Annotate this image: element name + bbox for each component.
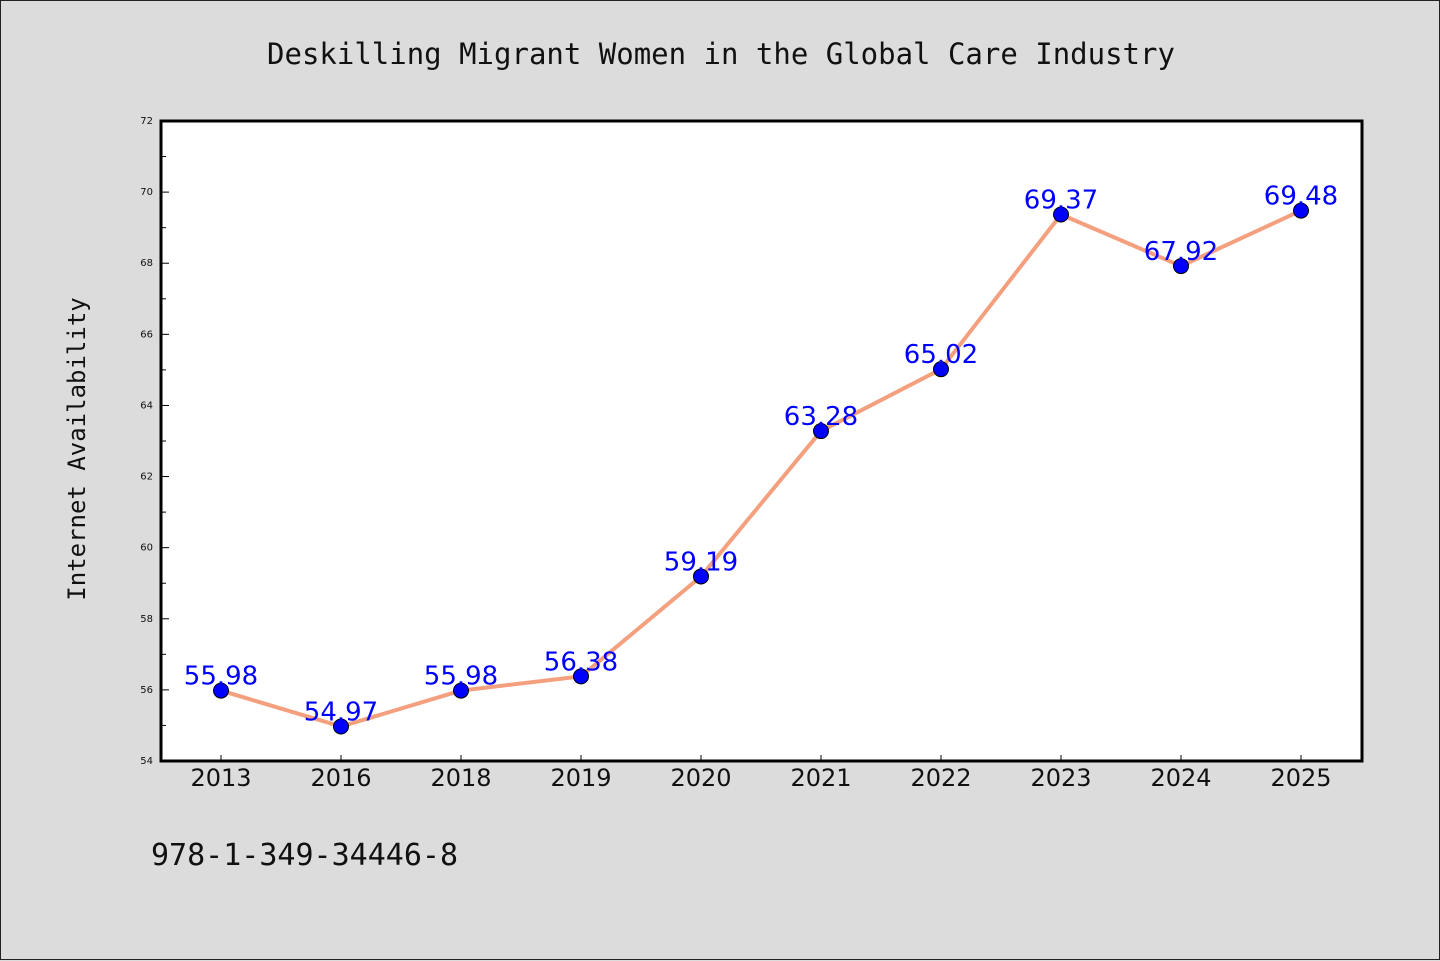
- x-tick-label: 2013: [190, 764, 251, 792]
- chart-title: Deskilling Migrant Women in the Global C…: [267, 37, 1175, 71]
- series-line-segment: [339, 688, 463, 729]
- data-label: 59.19: [664, 547, 738, 577]
- y-axis-label: Internet Availability: [63, 297, 91, 600]
- series-line-segment: [699, 429, 823, 579]
- isbn-footer: 978-1-349-34446-8: [151, 838, 458, 873]
- data-point-marker: [1053, 206, 1069, 223]
- data-point-marker: [1173, 258, 1189, 275]
- series-line-segment: [1179, 208, 1303, 269]
- x-tick-label: 2021: [790, 764, 851, 792]
- y-tick-label: 58: [140, 614, 153, 625]
- plot-area: [159, 119, 1364, 763]
- data-label: 67.92: [1144, 237, 1218, 267]
- series-line-segment: [219, 688, 343, 729]
- data-label: 65.02: [904, 340, 978, 370]
- series-line-segment: [819, 367, 943, 434]
- markers-group: [213, 202, 1309, 735]
- data-point-marker: [453, 682, 469, 699]
- x-tick-label: 2025: [1270, 764, 1331, 792]
- series-line-segment: [459, 674, 583, 693]
- data-point-marker: [693, 568, 709, 585]
- data-point-marker: [933, 361, 949, 378]
- data-point-marker: [813, 423, 829, 440]
- data-label: 54.97: [304, 698, 378, 728]
- series-line-group: [219, 208, 1303, 729]
- data-label: 55.98: [424, 662, 498, 692]
- x-tick-label: 2019: [550, 764, 611, 792]
- x-axis: 2013 2016 2018 2019 2020 2021 2022 2023 2024 2025: [190, 755, 1332, 792]
- series-line-segment: [1059, 212, 1183, 269]
- y-tick-label: 56: [140, 685, 153, 696]
- data-point-marker: [333, 718, 349, 735]
- y-tick-label: 70: [140, 187, 153, 198]
- x-tick-label: 2022: [910, 764, 971, 792]
- data-label: 69.37: [1024, 186, 1098, 216]
- y-tick-label: 60: [140, 543, 153, 554]
- y-tick-label: 72: [140, 116, 153, 127]
- data-point-marker: [1293, 202, 1309, 219]
- series-line-segment: [579, 574, 703, 679]
- x-tick-label: 2016: [310, 764, 371, 792]
- x-tick-label: 2018: [430, 764, 491, 792]
- y-tick-label: 66: [140, 329, 153, 340]
- data-label: 55.98: [184, 662, 258, 692]
- y-tick-label: 64: [140, 400, 153, 411]
- data-point-marker: [573, 668, 589, 685]
- x-tick-label: 2020: [670, 764, 731, 792]
- y-tick-label: 54: [140, 756, 153, 767]
- x-tick-label: 2023: [1030, 764, 1091, 792]
- y-tick-label: 68: [140, 258, 153, 269]
- data-label: 56.38: [544, 647, 618, 677]
- data-labels-group: 55.98 54.97 55.98 56.38 59.19 63.28 65.02 69.37…: [184, 182, 1338, 728]
- y-axis: 54 56 58 60 62 64 66 68 70 72: [140, 116, 169, 767]
- x-tick-label: 2024: [1150, 764, 1211, 792]
- data-label: 69.48: [1264, 182, 1338, 212]
- data-label: 63.28: [784, 402, 858, 432]
- data-point-marker: [213, 682, 229, 699]
- y-tick-label: 62: [140, 472, 153, 483]
- series-line-segment: [939, 212, 1063, 372]
